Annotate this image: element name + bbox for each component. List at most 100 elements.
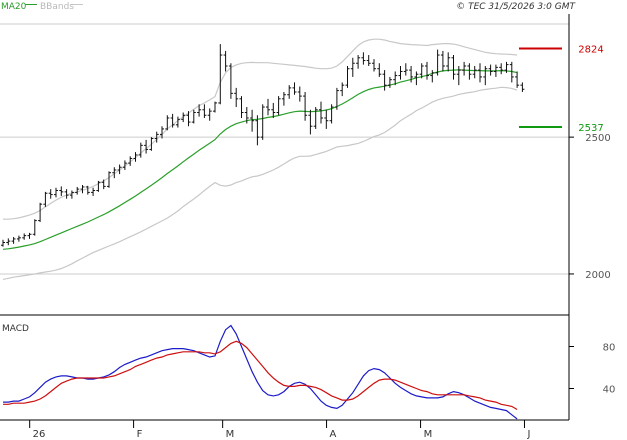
price-bar [430,70,435,83]
ma20-legend: MA20 [1,2,27,12]
price-bar [319,101,323,124]
resistance-label: 2824 [578,44,603,55]
macd-series [3,324,518,420]
price-bars [1,44,525,247]
price-bar [80,185,85,194]
macd-panel: MACD 40 80 [2,324,615,420]
price-bar [276,96,281,116]
price-bar [266,98,270,116]
price-bar [361,52,366,65]
price-bar [425,61,429,80]
x-tick-label: F [137,429,143,440]
price-y-ticks: 2000 2500 [569,133,611,281]
bbands-upper [3,38,518,220]
bbands-legend-swatch [71,4,83,5]
price-bar [440,50,445,72]
price-bar [38,202,43,222]
price-bar [509,61,514,83]
price-bar [213,101,217,113]
price-bar [488,64,493,76]
price-bar [250,109,255,132]
price-bar [6,238,11,246]
price-levels: 2824 2537 [519,44,604,134]
price-bar [91,187,96,196]
price-bar [515,71,520,88]
x-tick-label: M [226,429,235,440]
x-axis: 26 F M A M J [29,420,530,440]
price-tick-label: 2500 [585,133,610,144]
price-bar [350,57,355,77]
price-bar [366,55,371,66]
price-bar [59,186,64,196]
price-bar [234,87,239,108]
price-bar [456,65,461,86]
price-bar [499,63,504,75]
price-bar [451,55,456,80]
price-bar [170,113,175,128]
price-bar [435,49,440,76]
price-bar [175,116,180,128]
price-bar [122,160,127,170]
price-bar [372,59,376,72]
price-bar [69,190,74,199]
price-bar [244,107,249,124]
price-bar [377,63,382,77]
price-bar [43,191,48,207]
price-bar [462,61,467,76]
price-bar [446,52,451,72]
price-bar [324,109,329,129]
price-bar [22,233,27,240]
price-bar [64,189,69,199]
x-tick-label: 26 [33,429,46,440]
x-tick-label: J [526,429,530,440]
price-bar [504,61,509,73]
price-bar [414,71,419,86]
price-bar [218,44,223,105]
price-bar [101,179,106,190]
macd-tick-label: 40 [603,385,616,396]
price-bar [403,63,408,76]
price-bar [128,156,133,166]
price-bar [138,142,143,158]
price-bar [281,91,286,106]
price-bar [223,50,228,72]
price-bar [48,189,53,199]
macd-lines [3,324,518,420]
copyright-label: © TEC 31/5/2026 3:0 GMT [456,2,576,12]
price-panel: 2824 2537 2000 2500 [0,23,611,281]
price-bar [228,63,233,99]
price-bar [32,219,37,236]
price-bar [467,63,472,80]
price-bar [419,63,424,79]
ma20-series [2,69,518,250]
price-bar [493,64,498,77]
price-bar [356,55,361,69]
macd-y-ticks: 40 80 [569,343,615,396]
x-tick-label: A [330,429,337,440]
price-bar [27,232,32,239]
price-bar [165,115,170,131]
price-bar [191,109,196,124]
price-bar [345,65,350,88]
price-bar [54,187,58,198]
price-bar [186,111,191,127]
price-tick-label: 2000 [585,270,610,281]
price-bar [202,104,207,118]
macd-title: MACD [2,324,29,334]
price-bar [308,109,313,135]
price-bar [329,104,334,124]
price-bar [11,237,16,244]
price-bar [239,96,244,118]
price-bar [303,91,308,121]
price-bar [107,171,111,188]
price-bar [340,82,345,97]
signal-series [3,340,518,411]
price-bar [181,112,186,123]
price-bar [112,167,117,179]
price-bar [96,180,101,192]
price-bar [393,71,398,86]
price-bar [160,126,164,139]
ma20-line [2,69,518,250]
x-tick-label: M [424,429,433,440]
